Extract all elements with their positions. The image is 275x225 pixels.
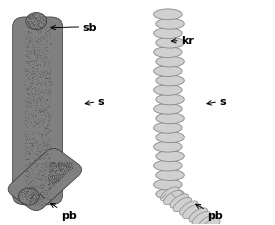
Ellipse shape: [156, 19, 184, 30]
Ellipse shape: [154, 66, 182, 77]
Ellipse shape: [156, 113, 184, 124]
Text: kr: kr: [171, 36, 194, 46]
Ellipse shape: [156, 189, 184, 200]
Ellipse shape: [180, 201, 198, 215]
Ellipse shape: [183, 205, 201, 219]
Ellipse shape: [154, 47, 182, 58]
Ellipse shape: [154, 29, 182, 39]
Ellipse shape: [154, 142, 182, 152]
Ellipse shape: [164, 191, 182, 205]
Ellipse shape: [154, 160, 182, 171]
Ellipse shape: [199, 215, 217, 225]
Ellipse shape: [156, 151, 184, 162]
Circle shape: [26, 14, 47, 30]
Ellipse shape: [154, 85, 182, 96]
Ellipse shape: [156, 76, 184, 86]
Text: sb: sb: [51, 22, 97, 32]
Ellipse shape: [154, 123, 182, 134]
Ellipse shape: [154, 10, 182, 21]
Ellipse shape: [156, 38, 184, 49]
Ellipse shape: [170, 194, 189, 208]
Circle shape: [18, 188, 39, 205]
FancyBboxPatch shape: [13, 18, 63, 205]
FancyBboxPatch shape: [8, 149, 82, 211]
Ellipse shape: [189, 208, 208, 222]
Text: pb: pb: [196, 204, 223, 220]
Ellipse shape: [202, 218, 220, 225]
Ellipse shape: [192, 212, 211, 225]
Ellipse shape: [154, 104, 182, 115]
Text: s: s: [85, 96, 104, 106]
Ellipse shape: [156, 57, 184, 68]
Ellipse shape: [156, 94, 184, 105]
Ellipse shape: [156, 132, 184, 143]
Text: pb: pb: [51, 203, 77, 220]
Ellipse shape: [154, 179, 182, 190]
Text: s: s: [207, 96, 226, 106]
Ellipse shape: [173, 198, 192, 212]
Ellipse shape: [156, 170, 184, 181]
Ellipse shape: [161, 187, 179, 201]
